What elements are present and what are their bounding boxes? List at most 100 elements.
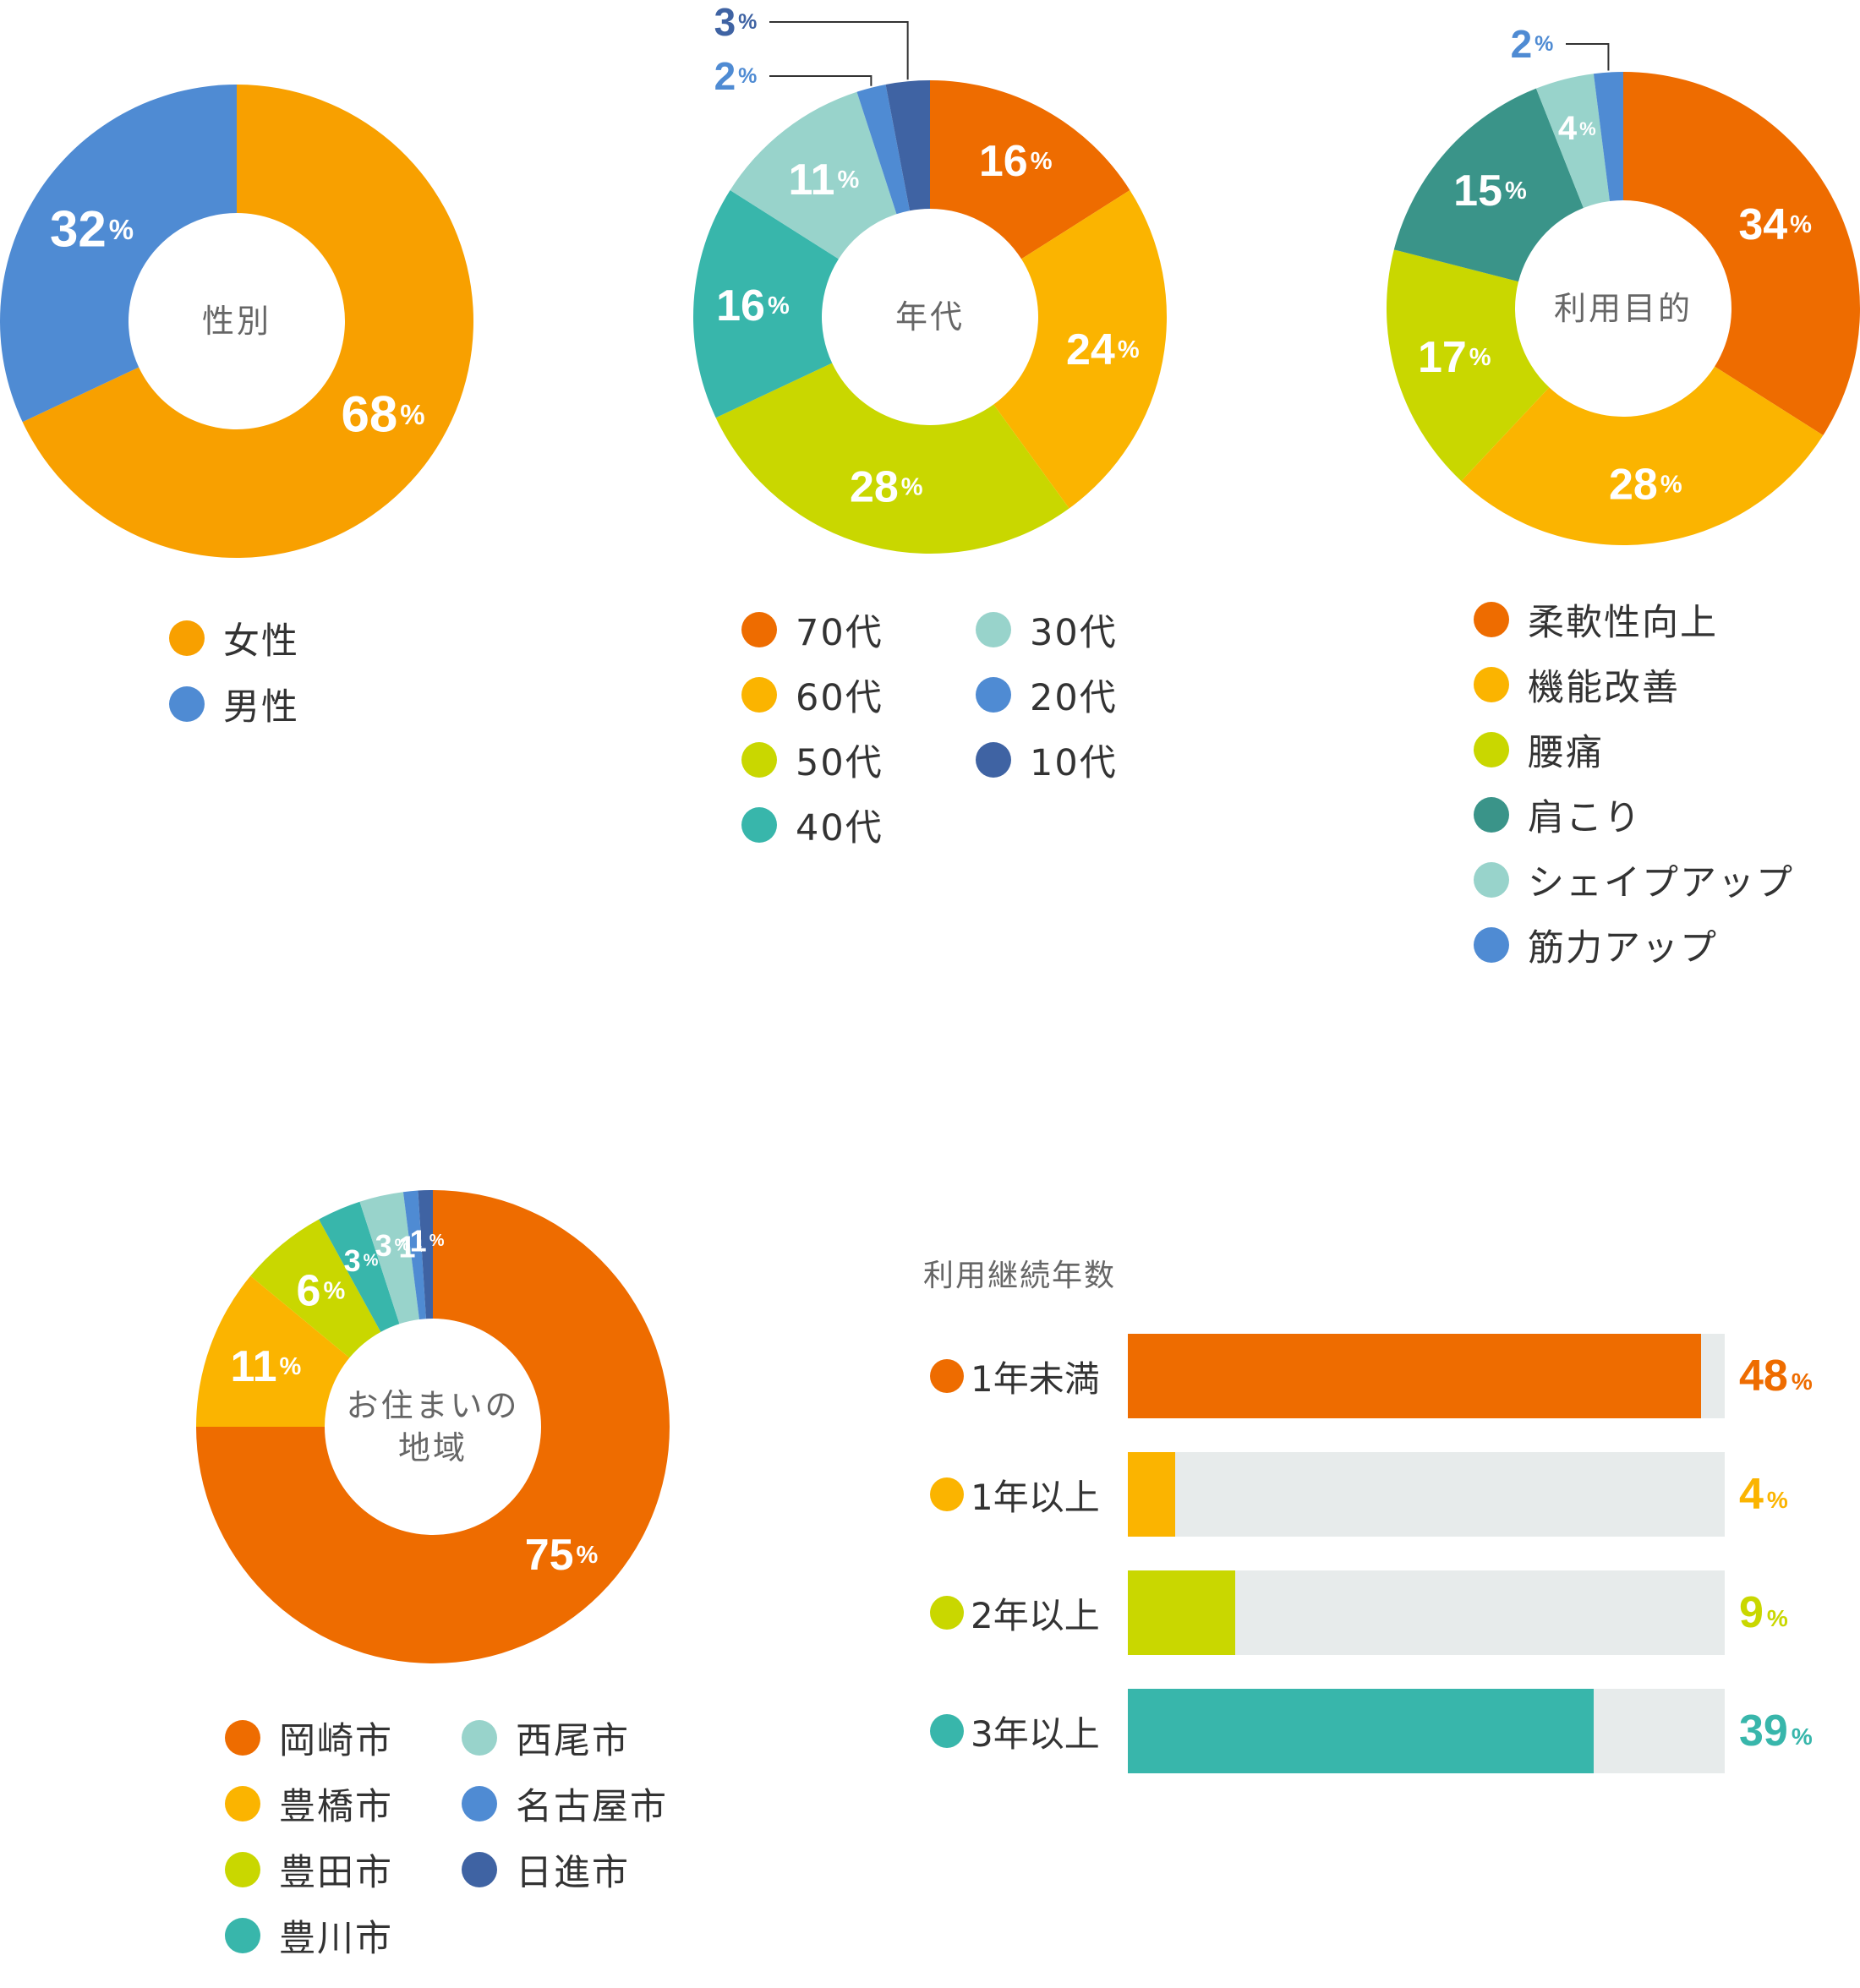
years-bar-category: 3年以上 [971, 1712, 1100, 1755]
purpose-legend-item: 筋力アップ [1474, 920, 1718, 970]
years-bar [1128, 1689, 1594, 1773]
age-legend-label: 60代 [796, 677, 884, 719]
area-slice-4 [359, 1192, 419, 1324]
age-slice-0 [930, 80, 1130, 259]
area-legend-label: 豊田市 [279, 1852, 393, 1894]
years-bar-swatch [930, 1714, 964, 1748]
gender-slice-0 [22, 85, 473, 558]
area-legend-label: 日進市 [516, 1852, 630, 1894]
area-slice-1 [196, 1275, 350, 1427]
age-slice-3 [693, 189, 839, 418]
area-legend-swatch [225, 1918, 260, 1953]
area-legend-item: 西尾市 [462, 1712, 630, 1763]
age-slice-4 [730, 91, 897, 259]
area-slice-5 [402, 1190, 426, 1320]
years-bar-category: 1年以上 [971, 1476, 1100, 1518]
years-bar-category: 1年未満 [971, 1357, 1100, 1400]
years-bar-label: 3年以上 [930, 1706, 1100, 1756]
purpose-slice-0 [1623, 72, 1860, 436]
years-bar-label: 1年未満 [930, 1351, 1100, 1401]
gender-donut-chart: 68%32%性別 [0, 85, 473, 558]
purpose-legend-label: 柔軟性向上 [1528, 602, 1718, 644]
area-legend-swatch [225, 1852, 260, 1887]
age-center-label: 年代 [895, 298, 965, 336]
gender-legend-swatch [169, 686, 205, 722]
area-slice-2 [250, 1219, 381, 1358]
purpose-legend-item: 柔軟性向上 [1474, 594, 1718, 645]
area-legend-item: 日進市 [462, 1844, 630, 1895]
years-bar-label: 1年以上 [930, 1469, 1100, 1520]
years-bar [1128, 1452, 1176, 1537]
years-bar-value: 39% [1739, 1707, 1813, 1756]
purpose-legend-item: 腰痛 [1474, 724, 1604, 775]
purpose-legend-label: 腰痛 [1528, 732, 1604, 774]
years-bar-swatch [930, 1477, 964, 1511]
years-bar-category: 2年以上 [971, 1594, 1100, 1636]
age-legend-label: 10代 [1030, 742, 1118, 784]
age-legend-swatch [741, 677, 777, 713]
age-slice-1 [993, 189, 1167, 509]
purpose-center-label: 利用目的 [1554, 290, 1693, 327]
purpose-slice-3 [1393, 88, 1584, 282]
years-bar-value: 48% [1739, 1352, 1813, 1401]
age-slice-2 [715, 363, 1070, 554]
age-legend-item: 50代 [741, 735, 884, 785]
age-slice-label-6: 3% [714, 0, 758, 44]
area-legend-item: 豊川市 [225, 1910, 393, 1961]
gender-center-label: 性別 [202, 303, 271, 340]
purpose-leader-line-5 [1566, 43, 1610, 71]
area-legend-item: 豊田市 [225, 1844, 393, 1895]
purpose-legend-label: 機能改善 [1528, 667, 1680, 709]
purpose-slice-5 [1593, 72, 1623, 202]
age-legend-item: 30代 [976, 604, 1118, 655]
gender-legend-item: 男性 [169, 679, 299, 729]
age-legend-label: 30代 [1030, 612, 1118, 654]
purpose-legend-swatch [1474, 667, 1509, 702]
area-legend-label: 豊橋市 [279, 1786, 393, 1828]
years-bar [1128, 1570, 1236, 1655]
purpose-slice-2 [1387, 249, 1550, 482]
years-bar-value: 4% [1739, 1470, 1788, 1519]
gender-legend-label: 男性 [223, 686, 299, 729]
gender-legend-label: 女性 [223, 620, 299, 663]
age-slice-6 [885, 80, 930, 211]
area-center-label: 地域 [398, 1429, 468, 1466]
area-legend-swatch [462, 1786, 497, 1821]
age-legend-swatch [741, 612, 777, 647]
age-donut-chart: 16 %24 %28 %16 %11 %2 %3 %年代 [693, 0, 1167, 554]
age-legend-label: 20代 [1030, 677, 1118, 719]
age-legend-swatch [976, 677, 1011, 713]
age-legend-item: 20代 [976, 669, 1118, 720]
area-slice-6 [418, 1190, 433, 1319]
purpose-slice-4 [1535, 74, 1610, 208]
area-legend-swatch [462, 1852, 497, 1887]
purpose-legend-label: シェイプアップ [1528, 862, 1794, 904]
purpose-legend-swatch [1474, 862, 1509, 898]
purpose-legend-label: 肩こり [1528, 797, 1642, 839]
age-legend-swatch [741, 807, 777, 843]
years-bar-track [1128, 1452, 1725, 1537]
area-slice-3 [319, 1201, 400, 1332]
years-bar [1128, 1334, 1701, 1418]
years-chart-title: 利用継続年数 [923, 1259, 1117, 1293]
age-leader-line-6 [769, 21, 909, 80]
gender-legend-item: 女性 [169, 613, 299, 664]
age-legend-label: 40代 [796, 807, 884, 849]
area-legend-label: 西尾市 [516, 1720, 630, 1762]
purpose-legend-swatch [1474, 797, 1509, 833]
age-legend-swatch [741, 742, 777, 778]
purpose-donut-chart: 34 %28 %17 %15 %4 %2 %利用目的 [1387, 22, 1860, 545]
age-leader-line-5 [769, 75, 873, 86]
age-legend-item: 60代 [741, 669, 884, 720]
age-legend-swatch [976, 612, 1011, 647]
age-legend-item: 10代 [976, 735, 1118, 785]
age-slice-label-5: 2% [714, 54, 758, 98]
years-bar-swatch [930, 1596, 964, 1630]
area-legend-swatch [462, 1720, 497, 1756]
purpose-legend-item: シェイプアップ [1474, 855, 1794, 905]
area-legend-item: 岡崎市 [225, 1712, 393, 1763]
age-slice-5 [856, 84, 911, 215]
area-slice-0 [196, 1190, 670, 1663]
area-legend-label: 豊川市 [279, 1918, 393, 1960]
